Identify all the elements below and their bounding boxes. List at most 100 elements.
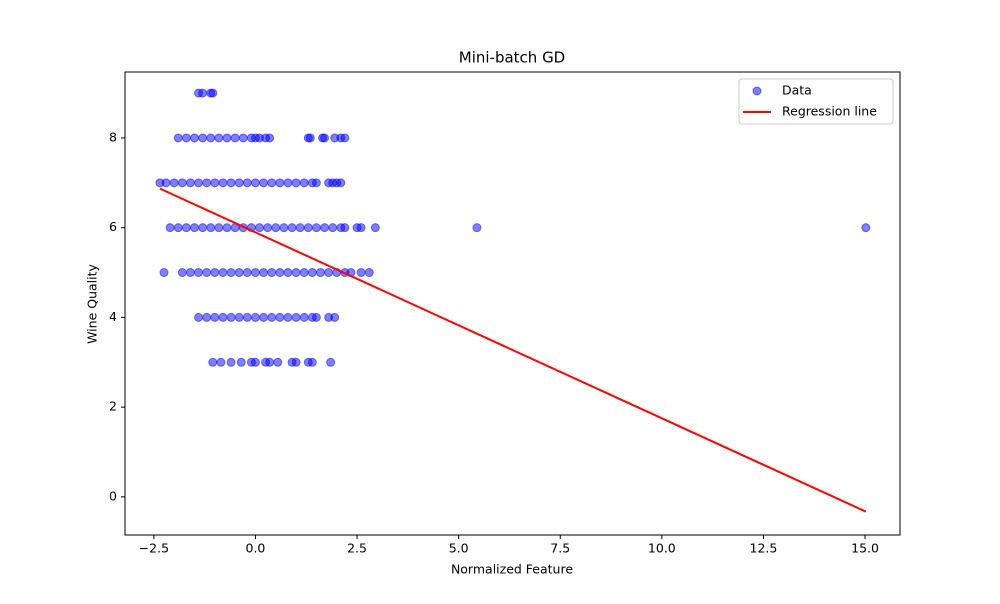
data-point [222, 133, 232, 143]
data-point [265, 357, 275, 367]
data-point [861, 223, 871, 233]
data-point [265, 133, 275, 143]
data-point [283, 178, 293, 188]
data-point [291, 178, 301, 188]
data-point [185, 268, 195, 278]
data-point [267, 268, 277, 278]
data-point [194, 178, 204, 188]
legend-marker [752, 86, 762, 96]
data-point [177, 178, 187, 188]
data-point [216, 357, 226, 367]
data-point [283, 268, 293, 278]
regression-line [159, 187, 867, 513]
x-tick-label: 10.0 [648, 541, 676, 556]
data-point [336, 178, 346, 188]
data-point [307, 357, 317, 367]
data-point [340, 223, 350, 233]
data-point [208, 88, 218, 98]
legend-label: Data [782, 83, 812, 98]
data-point [303, 223, 313, 233]
data-point [275, 268, 285, 278]
data-point [356, 268, 366, 278]
data-point [267, 178, 277, 188]
x-tick-label: 0.0 [246, 541, 266, 556]
data-point [242, 178, 252, 188]
data-point [226, 178, 236, 188]
data-point [198, 133, 208, 143]
data-point [275, 312, 285, 322]
data-point [250, 268, 260, 278]
data-point [226, 357, 236, 367]
data-point [320, 133, 330, 143]
data-point [202, 268, 212, 278]
data-point [234, 312, 244, 322]
data-point [214, 133, 224, 143]
data-point [198, 223, 208, 233]
y-axis-label: Wine Quality [85, 263, 100, 343]
data-point [259, 178, 269, 188]
x-tick-label: 5.0 [449, 541, 469, 556]
data-point [161, 178, 171, 188]
data-point [364, 268, 374, 278]
x-axis-label: Normalized Feature [451, 562, 573, 577]
data-point [198, 88, 208, 98]
x-tick-label: 7.5 [550, 541, 570, 556]
data-point [291, 312, 301, 322]
data-point [189, 133, 199, 143]
data-point [311, 312, 321, 322]
data-point [181, 223, 191, 233]
data-point [311, 178, 321, 188]
x-tick-label: 15.0 [851, 541, 879, 556]
data-point [255, 223, 265, 233]
data-point [230, 133, 240, 143]
y-tick-label: 0 [109, 488, 117, 503]
data-point [250, 357, 260, 367]
data-point [287, 223, 297, 233]
data-point [214, 223, 224, 233]
data-point [291, 268, 301, 278]
data-point [238, 133, 248, 143]
data-point [263, 223, 273, 233]
data-point [218, 312, 228, 322]
data-point [210, 268, 220, 278]
x-tick-label: 12.5 [750, 541, 778, 556]
plot-frame [124, 71, 901, 536]
data-point [250, 312, 260, 322]
data-point [326, 357, 336, 367]
data-point [299, 312, 309, 322]
y-tick-label: 2 [109, 399, 117, 414]
data-point [206, 223, 216, 233]
data-point [210, 178, 220, 188]
data-point [311, 223, 321, 233]
data-point [305, 133, 315, 143]
data-point [259, 312, 269, 322]
x-tick-label: 2.5 [347, 541, 367, 556]
y-tick-label: 6 [109, 219, 117, 234]
data-point [295, 223, 305, 233]
data-point [194, 312, 204, 322]
data-point [189, 223, 199, 233]
data-point [206, 133, 216, 143]
data-point [267, 312, 277, 322]
data-point [328, 223, 338, 233]
data-point [173, 133, 183, 143]
data-point [472, 223, 482, 233]
data-point [320, 223, 330, 233]
data-point [222, 223, 232, 233]
data-point [279, 223, 289, 233]
data-point [250, 178, 260, 188]
data-point [307, 268, 317, 278]
data-point [356, 223, 366, 233]
data-point [234, 178, 244, 188]
data-point [202, 178, 212, 188]
data-point [165, 223, 175, 233]
data-point [159, 268, 169, 278]
data-point [218, 268, 228, 278]
data-point [185, 178, 195, 188]
data-point [370, 223, 380, 233]
data-point [299, 178, 309, 188]
data-point [291, 357, 301, 367]
data-point [340, 133, 350, 143]
legend-label: Regression line [782, 104, 877, 119]
